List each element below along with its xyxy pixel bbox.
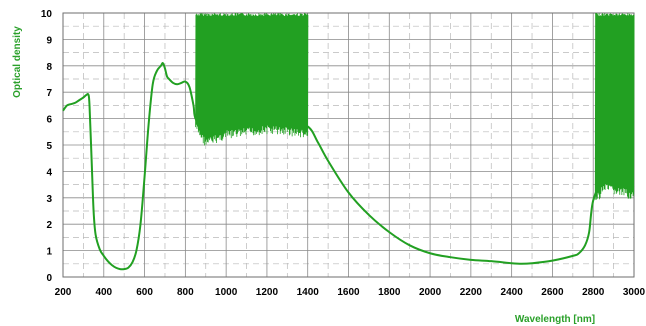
x-tick-label: 1200 — [256, 287, 279, 298]
x-tick-label: 2000 — [419, 287, 442, 298]
grid — [63, 13, 634, 277]
noise-band-0 — [195, 12, 309, 146]
noise-band-1 — [594, 12, 635, 200]
y-axis-title: Optical density — [12, 26, 23, 98]
y-tick-label: 1 — [46, 247, 52, 258]
y-tick-label: 9 — [46, 35, 52, 46]
x-tick-label: 1400 — [297, 287, 320, 298]
x-tick-label: 3000 — [623, 287, 646, 298]
y-tick-label: 7 — [46, 88, 52, 99]
series-line-0 — [62, 62, 635, 271]
x-tick-label: 800 — [177, 287, 194, 298]
y-tick-label: 4 — [46, 167, 52, 178]
x-axis-title: Wavelength [nm] — [515, 314, 595, 325]
noise-bands — [195, 12, 635, 200]
y-tick-labels: 0 1 2 3 4 5 6 7 8 9 10 — [41, 9, 53, 284]
series-group — [62, 62, 635, 271]
x-tick-label: 600 — [136, 287, 153, 298]
x-tick-label: 200 — [55, 287, 72, 298]
x-tick-label: 2400 — [501, 287, 524, 298]
y-tick-label: 5 — [46, 141, 52, 152]
y-tick-label: 2 — [46, 220, 52, 231]
x-tick-labels: 200 400 600 800 1000 1200 1400 1600 1800 2000 2200… — [55, 287, 646, 298]
x-tick-label: 1800 — [378, 287, 401, 298]
x-tick-label: 2200 — [460, 287, 483, 298]
x-tick-label: 1600 — [337, 287, 360, 298]
y-tick-label: 0 — [46, 273, 52, 284]
y-tick-label: 8 — [46, 62, 52, 73]
y-tick-label: 10 — [41, 9, 53, 20]
y-tick-label: 3 — [46, 194, 52, 205]
x-tick-label: 400 — [95, 287, 112, 298]
x-tick-label: 2600 — [541, 287, 564, 298]
x-tick-label: 2800 — [582, 287, 605, 298]
y-tick-label: 6 — [46, 115, 52, 126]
x-tick-label: 1000 — [215, 287, 238, 298]
